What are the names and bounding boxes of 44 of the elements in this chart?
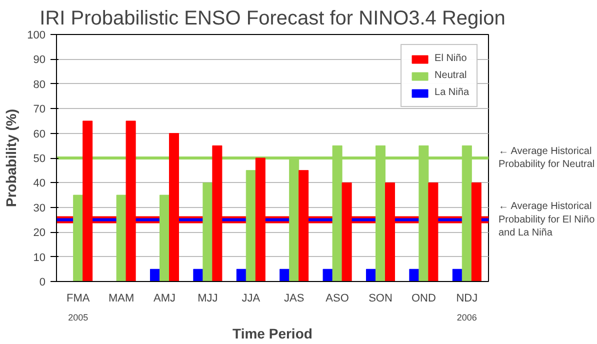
bar: [193, 268, 204, 282]
bar: [280, 268, 290, 282]
x-tick-label: OND: [411, 292, 436, 304]
y-axis-title: Probability (%): [3, 108, 20, 208]
y-tick-label: 30: [33, 202, 46, 214]
y-tick-label: 60: [33, 128, 46, 140]
x-tick-label: JJA: [242, 292, 261, 304]
legend-label: Neutral: [434, 70, 467, 81]
x-tick-label: SON: [368, 292, 392, 304]
y-tick-label: 80: [33, 78, 46, 91]
y-tick-label: 10: [33, 252, 46, 264]
y-tick-label: 40: [33, 178, 46, 190]
bar: [73, 194, 84, 282]
x-axis-title: Time Period: [232, 326, 312, 342]
bar: [160, 194, 170, 282]
x-tick-label: FMA: [66, 292, 90, 304]
bar: [150, 268, 160, 282]
ref-line-label: ← Average Historical Probability for Neutral: [498, 146, 595, 170]
y-tick-label: 90: [33, 54, 46, 66]
bar: [322, 268, 333, 282]
y-tick-label: 70: [33, 104, 46, 116]
bar: [246, 170, 256, 282]
bar: [452, 268, 462, 282]
x-tick-label: ASO: [326, 292, 350, 304]
y-tick-label: 0: [39, 276, 46, 288]
bar: [366, 268, 376, 282]
bar: [202, 182, 213, 282]
legend-label: El Niño: [434, 53, 467, 64]
x-tick-label: JAS: [284, 292, 304, 304]
x-tick-label: MAM: [108, 292, 134, 304]
ref-line-label: ← Average Historical Probability for El Niño and La Niña: [498, 201, 596, 238]
y-tick-label: 50: [33, 153, 46, 165]
y-tick-label: 100: [27, 30, 46, 42]
y-tick-label: 20: [33, 227, 46, 240]
bar: [236, 268, 246, 282]
text: 2006: [456, 312, 477, 322]
bar: [116, 194, 126, 282]
chart-title: IRI Probabilistic ENSO Forecast for NINO3.4 Region: [40, 8, 506, 30]
legend-label: La Niña: [434, 87, 469, 98]
x-tick-label: MJJ: [198, 292, 218, 304]
bar: [409, 268, 420, 282]
text: 2005: [68, 312, 88, 322]
x-tick-label: AMJ: [154, 292, 176, 304]
x-tick-label: NDJ: [456, 292, 478, 304]
